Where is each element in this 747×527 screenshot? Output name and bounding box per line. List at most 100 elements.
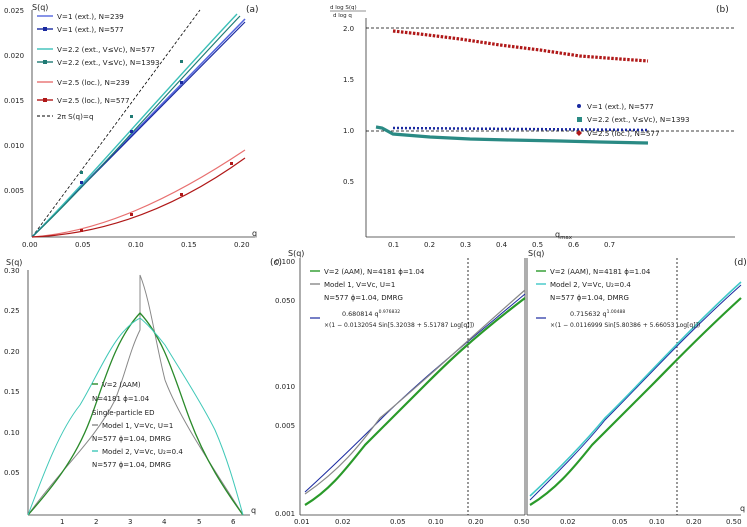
- a-ytick: 0.005: [4, 187, 24, 195]
- ll-xtick: 4: [162, 518, 167, 526]
- a-x-ticks: 0.00 0.05 0.10 0.15 0.20: [22, 241, 250, 249]
- ll-x-ticks: 1 2 3 4 5 6: [60, 518, 236, 526]
- c-ylabel: S(q): [288, 249, 304, 258]
- a-legend-label: V=2.2 (ext., V≤Vс), N=577: [57, 45, 155, 54]
- a-ytick: 0.010: [4, 142, 24, 150]
- d-xtick: 0.10: [649, 518, 665, 526]
- d-fit-line: [529, 284, 742, 501]
- ll-xtick: 6: [231, 518, 236, 526]
- b-xtick: 0.3: [460, 241, 471, 249]
- a-series-v22-1393: [31, 15, 241, 238]
- c-xtick: 0.50: [514, 518, 530, 526]
- ll-xtick: 1: [60, 518, 64, 526]
- a-ytick: 0.015: [4, 97, 24, 105]
- a-legend-label: V=2.5 (loc.), N=577: [57, 96, 130, 105]
- b-xtick: 0.1: [388, 241, 399, 249]
- panel-b: d log S(q) d log q (b) qmax 2.0 1.5 1.0 …: [330, 5, 735, 249]
- ll-legend: V=2 (AAM) N=4181 ϕ=1.04 Single-particle …: [92, 381, 183, 469]
- a-xtick: 0.00: [22, 241, 38, 249]
- a-legend: V=1 (ext.), N=239 V=1 (ext.), N=577 V=2.…: [37, 12, 160, 121]
- c-fit-coef: 0.680814 q: [342, 310, 379, 318]
- b-xtick: 0.7: [604, 241, 615, 249]
- b-x-ticks: 0.1 0.2 0.3 0.4 0.5 0.6 0.7: [388, 241, 615, 249]
- c-x-ticks: 0.01 0.02 0.05 0.10 0.20 0.50: [294, 518, 530, 526]
- b-xtick: 0.4: [496, 241, 508, 249]
- a-marker: [80, 181, 83, 184]
- d-series-green: [529, 297, 742, 506]
- b-ytick: 2.0: [343, 25, 354, 33]
- d-legend-line: V=2 (AAM), N=4181 ϕ=1.04: [550, 268, 651, 276]
- c-series-green: [304, 297, 526, 506]
- b-legend-marker: [577, 117, 582, 122]
- ll-ytick: 0.30: [4, 267, 20, 275]
- ll-legend-line: Model 1, V=Vс, U=1: [102, 422, 173, 430]
- b-legend-marker: [576, 130, 582, 136]
- c-legend-line: V=2 (AAM), N=4181 ϕ=1.04: [324, 268, 425, 276]
- d-ylabel: S(q): [528, 249, 544, 258]
- b-xtick: 0.6: [568, 241, 580, 249]
- c-legend-line: N=577 ϕ=1.04, DMRG: [324, 294, 403, 302]
- a-y-ticks: 0.025 0.020 0.015 0.010 0.005: [4, 7, 24, 195]
- b-ylabel-num: d log S(q): [330, 5, 357, 11]
- ll-ytick: 0.20: [4, 348, 20, 356]
- a-legend-marker: [43, 27, 47, 31]
- b-ytick: 1.5: [343, 76, 354, 84]
- a-ylabel: S(q): [32, 3, 48, 12]
- b-xtick: 0.5: [532, 241, 543, 249]
- b-xlabel: qmax: [555, 230, 573, 241]
- d-fit-line2: ×(1 − 0.0116999 Sin[5.80386 + 5.66053 Lo…: [550, 322, 700, 329]
- a-marker: [130, 213, 133, 216]
- d-xtick: 0.50: [726, 518, 742, 526]
- c-fit-line: [304, 293, 526, 493]
- d-fit-exp: 1.00488: [607, 309, 626, 315]
- b-ytick: 0.5: [343, 178, 354, 186]
- d-x-ticks: 0.02 0.05 0.10 0.20 0.50: [560, 518, 742, 526]
- b-xlabel-sub: max: [560, 235, 573, 241]
- ll-xtick: 2: [94, 518, 98, 526]
- c-fit-line2: ×(1 − 0.0132054 Sin[5.32038 + 5.51787 Lo…: [324, 322, 474, 329]
- c-legend: V=2 (AAM), N=4181 ϕ=1.04 Model 1, V=Vс, …: [310, 268, 474, 329]
- c-xtick: 0.10: [428, 518, 444, 526]
- panel-c: (c) S(q) 0.100 0.050 0.010 0.005 0.001 0…: [270, 249, 530, 526]
- a-marker: [180, 81, 183, 84]
- b-legend-label: V=2.5 (loc.), N=577: [587, 129, 660, 138]
- ll-xlabel: q: [251, 506, 256, 515]
- b-legend: V=1 (ext.), N=577 V=2.2 (ext., V≤Vс), N=…: [576, 102, 690, 138]
- c-ytick: 0.005: [275, 422, 295, 430]
- b-series-teal: [375, 125, 649, 145]
- a-series-v25-239: [31, 149, 246, 238]
- d-fit-line1: 0.715632 q1.00488: [570, 309, 625, 318]
- ll-y-ticks: 0.30 0.25 0.20 0.15 0.10 0.05: [4, 267, 20, 477]
- ll-ytick: 0.05: [4, 469, 20, 477]
- b-legend-marker: [577, 104, 581, 108]
- c-ytick: 0.100: [275, 258, 295, 266]
- a-ytick: 0.025: [4, 7, 24, 15]
- a-xtick: 0.05: [75, 241, 91, 249]
- d-fit-coef: 0.715632 q: [570, 310, 607, 318]
- d-xlabel: q: [740, 504, 745, 513]
- a-marker: [130, 130, 133, 133]
- a-marker: [230, 162, 233, 165]
- ll-ytick: 0.15: [4, 388, 20, 396]
- c-y-ticks: 0.100 0.050 0.010 0.005 0.001: [275, 258, 295, 518]
- a-xlabel: q: [252, 229, 257, 238]
- ll-series-green: [27, 312, 244, 516]
- a-ref-line: [31, 9, 201, 238]
- c-fit-exp: 0.976832: [379, 309, 401, 315]
- b-series-red: [392, 29, 649, 63]
- d-legend-line: Model 2, V=Vс, U₂=0.4: [550, 281, 631, 289]
- a-legend-label: V=1 (ext.), N=239: [57, 12, 124, 21]
- c-fit-line1: 0.680814 q0.976832: [342, 309, 400, 318]
- d-xtick: 0.05: [612, 518, 628, 526]
- d-xtick: 0.20: [686, 518, 702, 526]
- b-ytick: 1.0: [343, 127, 354, 135]
- b-legend-label: V=2.2 (ext., V≤Vс), N=1393: [587, 115, 690, 124]
- a-legend-marker: [43, 98, 47, 102]
- a-xtick: 0.10: [128, 241, 144, 249]
- ll-legend-line: Single-particle ED: [92, 409, 154, 417]
- ll-series-gray: [27, 274, 244, 516]
- d-legend: V=2 (AAM), N=4181 ϕ=1.04 Model 2, V=Vс, …: [536, 268, 700, 329]
- a-marker: [180, 193, 183, 196]
- c-ytick: 0.001: [275, 510, 295, 518]
